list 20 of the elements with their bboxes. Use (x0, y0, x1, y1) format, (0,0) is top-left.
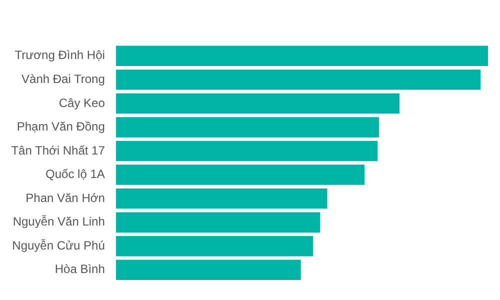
y-tick-label: Phan Văn Hớn (26, 190, 105, 205)
y-tick-label: Vành Đai Trong (22, 72, 105, 86)
bar (116, 93, 400, 114)
y-tick-label: Cây Keo (58, 96, 106, 110)
bar (116, 117, 379, 138)
y-tick-label: Trương Đình Hội (14, 48, 105, 62)
y-tick-label: Nguyễn Văn Linh (12, 214, 105, 229)
bar (116, 140, 378, 162)
bar (116, 260, 301, 280)
y-tick-label: Phạm Văn Đồng (16, 120, 105, 134)
bar (116, 236, 314, 256)
bar (116, 70, 481, 90)
y-tick-label: Quốc lộ 1A (46, 167, 105, 182)
bar (116, 46, 488, 66)
y-tick-label: Hòa Bình (54, 262, 105, 276)
y-tick-label: Tân Thới Nhất 17 (11, 143, 106, 158)
bar (116, 212, 320, 232)
bar (116, 164, 364, 185)
bar (116, 188, 328, 209)
y-tick-label: Nguyễn Cửu Phú (12, 238, 105, 252)
